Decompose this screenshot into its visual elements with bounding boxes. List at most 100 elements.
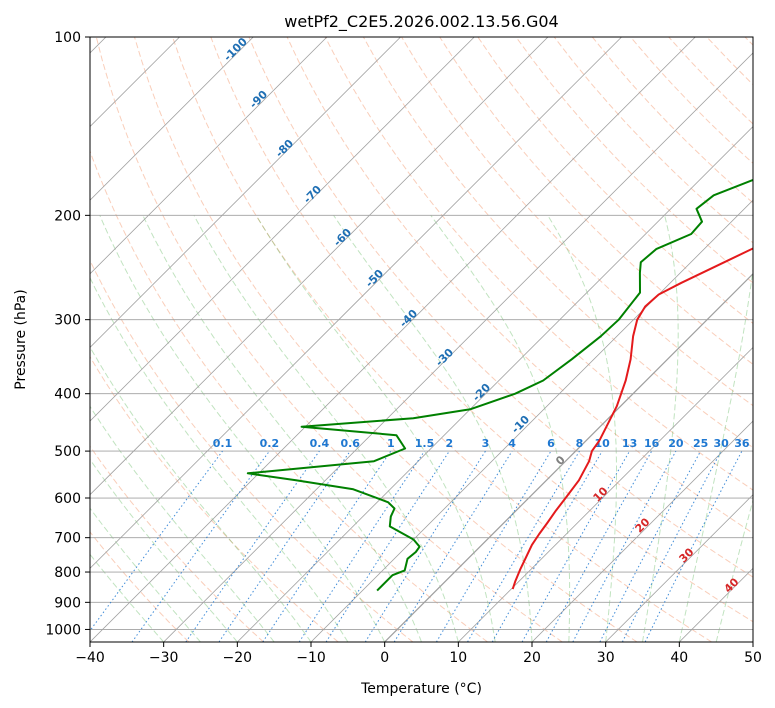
mixing-ratio-line: [435, 450, 552, 642]
y-tick-label: 300: [54, 313, 81, 329]
isotherm-label: 20: [633, 515, 653, 535]
y-tick-label: 900: [54, 595, 81, 611]
isotherm-label: 10: [591, 484, 611, 504]
mixing-ratio-label: 0.2: [260, 437, 280, 450]
mixing-ratio-label: 4: [508, 437, 516, 450]
mixing-ratio-line: [467, 450, 580, 642]
isotherm-label: -80: [273, 137, 296, 160]
mixing-ratio-line: [298, 450, 425, 642]
mixing-ratio-line: [131, 450, 270, 642]
isotherm-line: [237, 126, 753, 642]
moist-adiabat-line: [90, 346, 312, 642]
plot-frame: [89, 36, 754, 643]
mixing-ratio-label: 30: [713, 437, 729, 450]
isotherm-label: 40: [722, 575, 742, 595]
mixing-ratio-label: 25: [693, 437, 708, 450]
dry-adiabat-line: [90, 259, 414, 642]
dry-adiabat-line: [477, 37, 753, 325]
isotherm-line: [90, 37, 254, 201]
dry-adiabat-line: [134, 37, 638, 642]
isotherm-label: -40: [397, 307, 420, 330]
mixing-ratio-line: [185, 450, 320, 642]
mixing-ratio-line: [364, 450, 486, 642]
isotherm-line: [90, 37, 622, 569]
mixing-ratio-line: [521, 450, 631, 642]
mixing-ratio-line: [262, 450, 392, 642]
isotherm-line: [163, 52, 753, 642]
isotherm-label: -60: [331, 226, 354, 249]
isotherm-line: [752, 641, 753, 642]
isotherm-line: [90, 37, 696, 642]
dry-adiabat-line: [90, 445, 264, 642]
x-axis-label: Temperature (°C): [360, 681, 482, 697]
dry-adiabat-line: [90, 531, 190, 642]
x-tick-label: 30: [597, 650, 615, 666]
mixing-ratio-label: 16: [644, 437, 660, 450]
isotherm-line: [90, 37, 475, 422]
y-tick-label: 700: [54, 531, 81, 547]
x-tick-label: 40: [670, 650, 688, 666]
x-tick-label: −10: [296, 650, 326, 666]
chart-title: wetPf2_C2E5.2026.002.13.56.G04: [284, 12, 558, 32]
dry-adiabat-line: [90, 149, 488, 642]
moist-adiabat-line: [642, 215, 679, 642]
mixing-ratio-label: 0.6: [340, 437, 360, 450]
moist-adiabat-line: [333, 215, 533, 642]
mixing-ratio-line: [393, 450, 513, 642]
isotherm-zero-line: [384, 272, 753, 642]
isotherm-label: -20: [470, 381, 493, 404]
dry-adiabat-line: [439, 37, 753, 365]
mixing-ratio-line: [218, 450, 351, 642]
isotherm-line: [679, 567, 753, 642]
isotherm-line: [90, 37, 328, 275]
moist-adiabat-line: [90, 276, 349, 642]
sounding-profiles: [246, 178, 753, 592]
y-axis-ticks: 100 200 300 400 500 600 700 800 900 1000: [45, 30, 90, 638]
moist-adiabat-line: [678, 265, 753, 642]
isotherm-line: [90, 37, 401, 349]
isotherm-label: -50: [363, 267, 386, 290]
mixing-ratio-line: [644, 450, 743, 642]
mixing-ratio-label: 1: [387, 437, 395, 450]
moist-adiabat-line: [715, 498, 753, 642]
isotherm-label: 30: [677, 545, 697, 565]
mixing-ratio-labels: 0.1 0.2 0.4 0.6 1 1.5 2 3 4 6 8 10 13 16 20 25 30 36: [213, 437, 750, 450]
y-tick-label: 1000: [45, 622, 81, 638]
isotherm-line: [90, 37, 549, 496]
dry-adiabat-line: [90, 355, 339, 642]
mixing-ratio-label: 3: [482, 437, 490, 450]
temperature-profile-line: [511, 247, 753, 590]
x-tick-label: 50: [744, 650, 762, 666]
y-tick-label: 800: [54, 565, 81, 581]
y-tick-label: 500: [54, 444, 81, 460]
x-tick-label: 20: [523, 650, 541, 666]
mixing-ratio-label: 20: [668, 437, 684, 450]
isotherm-line: [310, 199, 753, 642]
x-axis-ticks: −40 −30 −20 −10 0 10 20 30 40 50: [75, 642, 762, 666]
isotherm-label: -90: [247, 88, 270, 111]
moist-adiabat-line: [142, 215, 422, 642]
isotherm-line: [531, 420, 753, 642]
dewpoint-profile-line: [246, 178, 753, 592]
dry-adiabat-line: [706, 37, 753, 86]
moist-adiabat-line: [255, 215, 496, 642]
y-tick-label: 200: [54, 208, 81, 224]
mixing-ratio-label: 8: [576, 437, 584, 450]
mixing-ratio-label: 1.5: [415, 437, 435, 450]
isotherm-line: [605, 494, 753, 642]
x-tick-label: −30: [149, 650, 179, 666]
mixing-ratio-label: 13: [622, 437, 637, 450]
dry-adiabat-line: [248, 37, 753, 578]
mixing-ratio-line: [572, 450, 677, 642]
moist-adiabat-line: [90, 553, 165, 642]
background-lines: [90, 37, 753, 642]
moist-adiabat-line: [547, 215, 617, 642]
isotherm-label: -10: [509, 413, 532, 436]
moist-adiabat-line: [90, 458, 238, 642]
mixing-ratio-line: [325, 450, 450, 642]
mixing-ratio-label: 36: [734, 437, 750, 450]
y-tick-label: 100: [54, 30, 81, 46]
isotherm-label: -30: [433, 346, 456, 369]
y-tick-label: 600: [54, 491, 81, 507]
